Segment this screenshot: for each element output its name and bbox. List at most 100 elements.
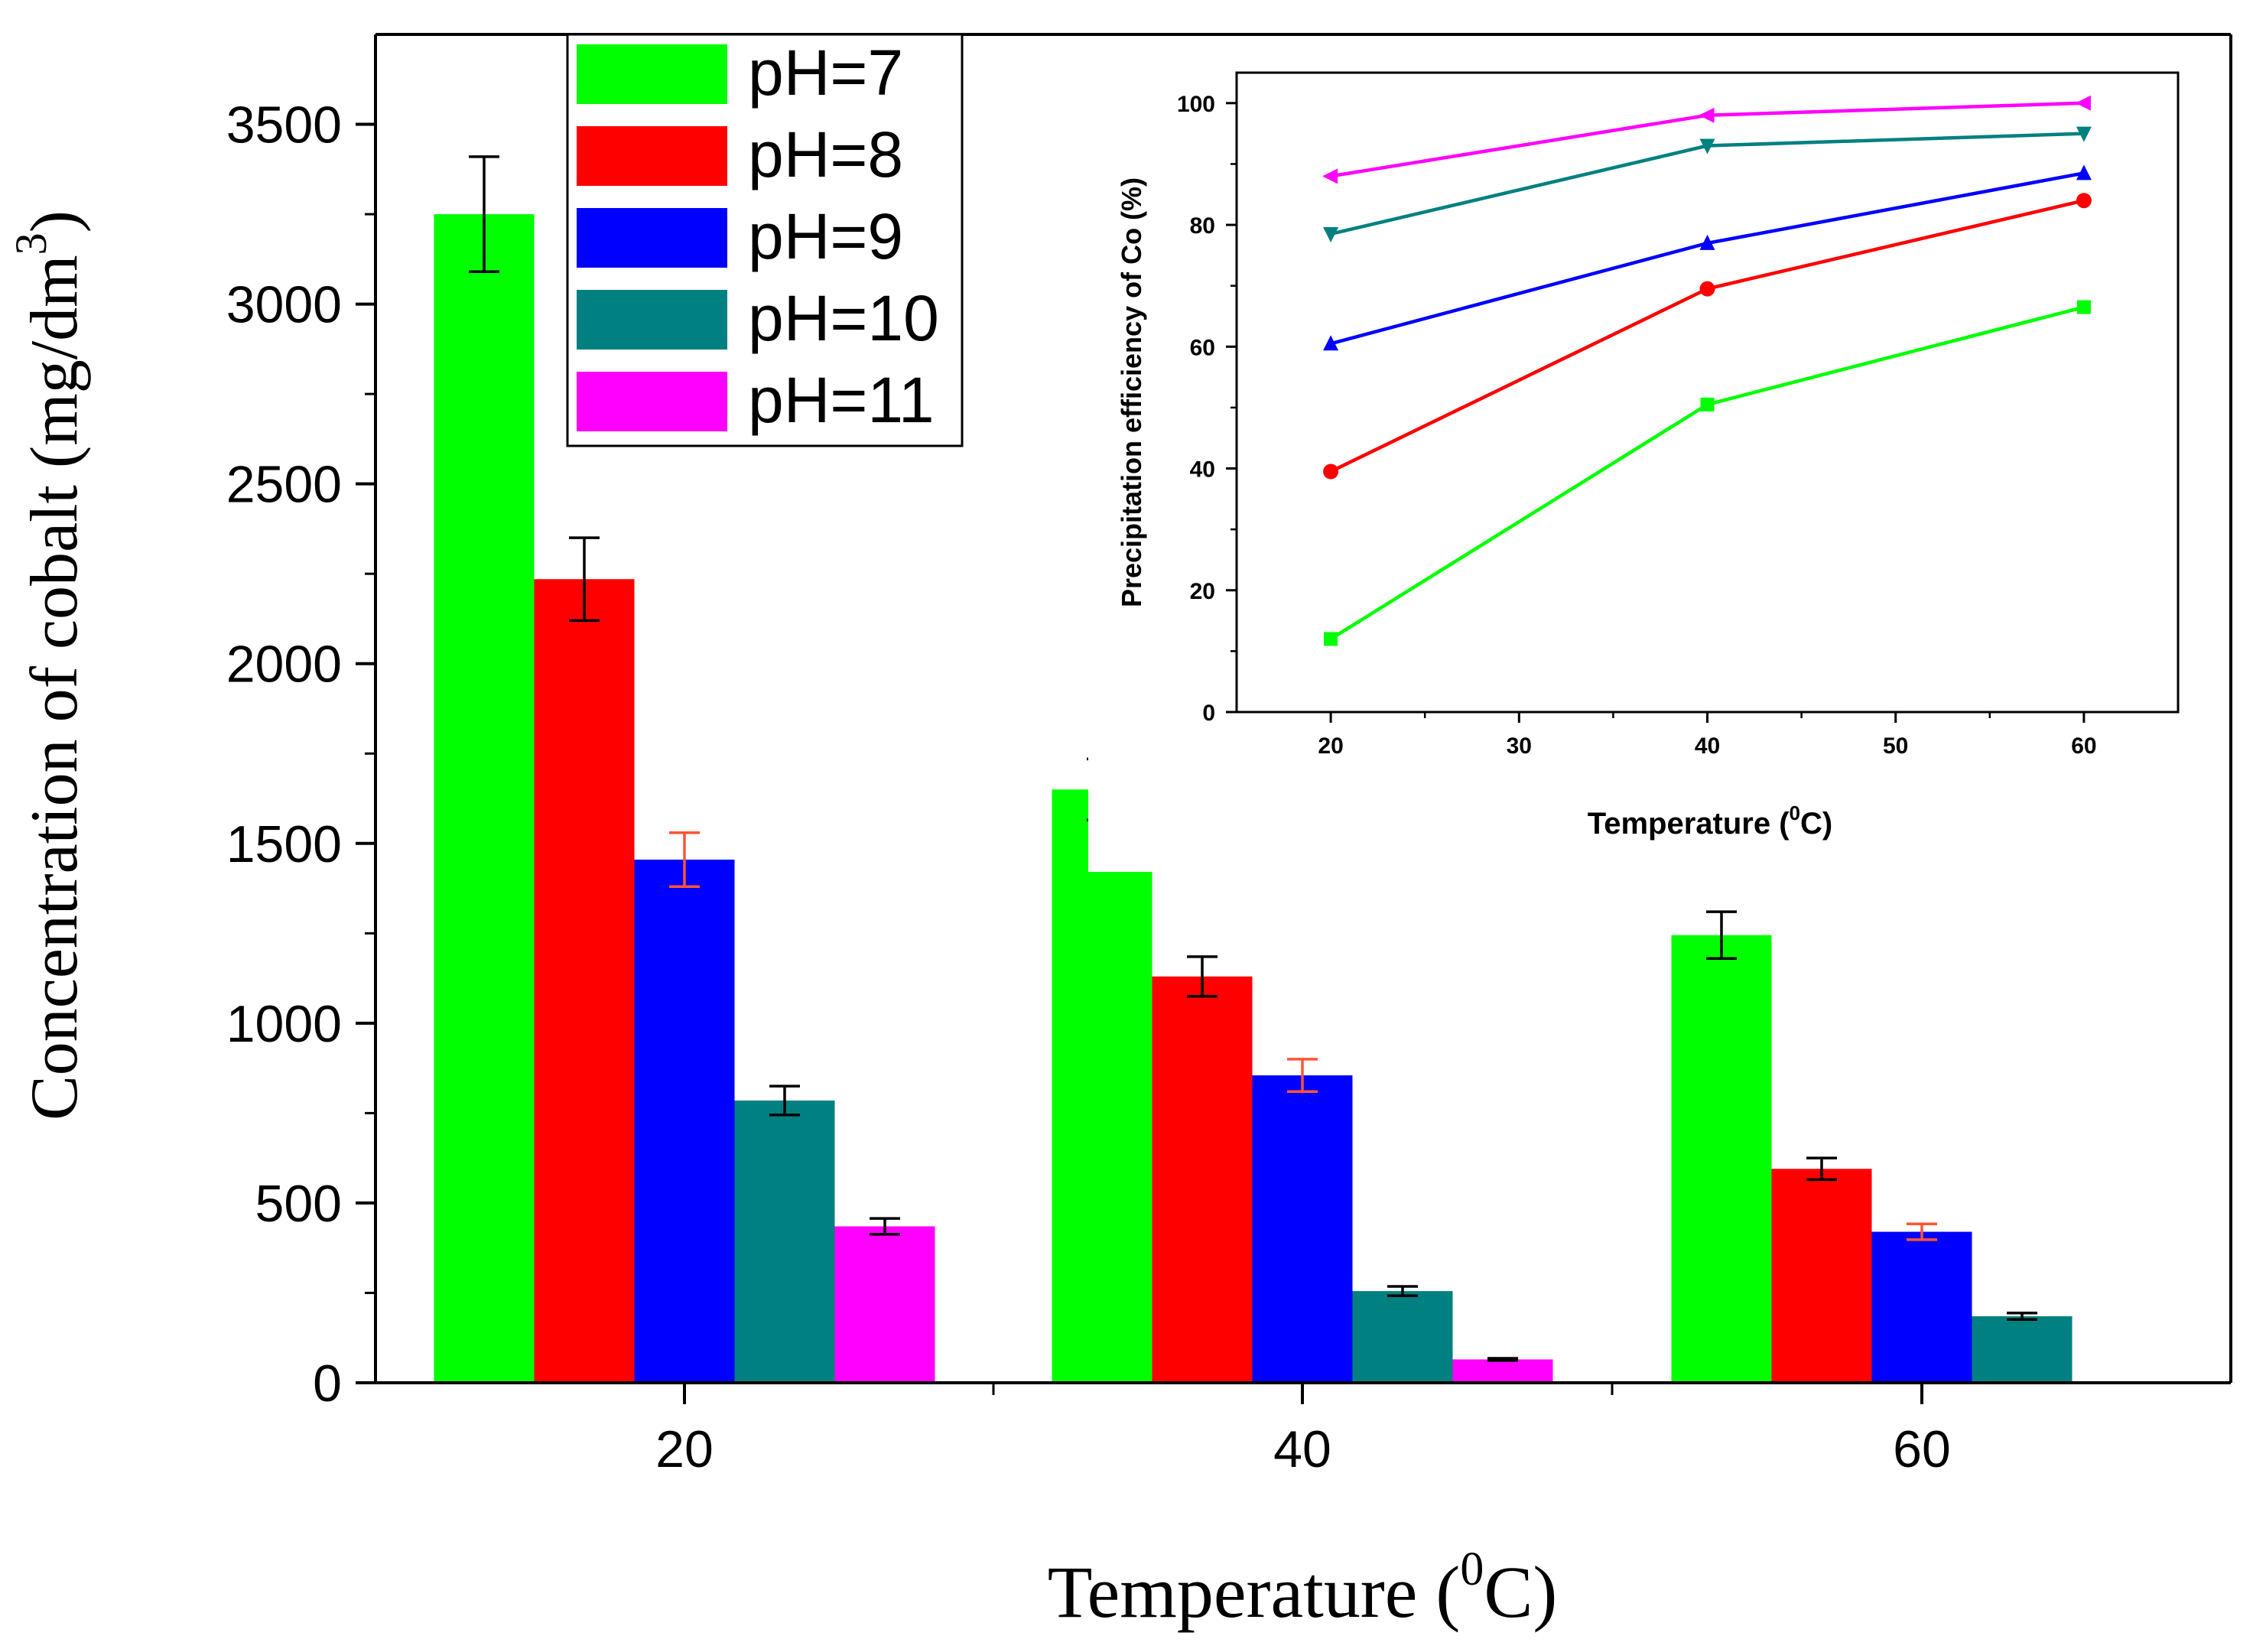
bar-ph10-20 xyxy=(734,1100,835,1383)
legend-label: pH=10 xyxy=(748,282,939,354)
bar-ph7-20 xyxy=(434,214,535,1384)
x-tick-label: 40 xyxy=(1273,1420,1331,1478)
main-x-axis-label: Temperature (0C) xyxy=(1048,1543,1558,1633)
error-bar xyxy=(1387,1285,1418,1297)
inset-x-label-text: Temperature ( xyxy=(1588,807,1790,841)
error-bar xyxy=(1806,1156,1837,1182)
inset-x-ticks: 20 30 40 50 60 xyxy=(1318,712,2097,759)
inset-y-axis-label: Precipitation efficiency of Co (%) xyxy=(1116,177,1147,607)
legend: pH=7 pH=8 pH=9 pH=10 pH=11 xyxy=(566,33,964,447)
legend-label: pH=7 xyxy=(748,37,903,109)
inset-y-tick-label: 80 xyxy=(1190,213,1215,239)
inset-point xyxy=(2076,126,2092,142)
error-bar xyxy=(569,536,600,623)
y-tick-label: 2500 xyxy=(226,456,342,514)
inset-point xyxy=(1322,168,1338,184)
main-y-axis-label: Concentration of cobalt (mg/dm3) xyxy=(6,210,92,1120)
legend-swatch xyxy=(577,44,727,104)
inset-x-axis-label: Temperature (0C) xyxy=(1588,802,1832,841)
inset-x-label-sup: 0 xyxy=(1790,802,1800,824)
main-bars xyxy=(434,214,2073,1384)
legend-items: pH=7 pH=8 pH=9 pH=10 pH=11 xyxy=(577,37,939,436)
inset-point xyxy=(2076,300,2091,314)
legend-swatch xyxy=(577,290,727,350)
inset-x-tick-label: 20 xyxy=(1318,733,1343,759)
bar-ph8-40 xyxy=(1152,976,1253,1383)
error-bar xyxy=(1487,1357,1518,1362)
inset-line-chart: 0 20 40 60 80 100 20 30 40 50 60 Precipitation ef… xyxy=(1088,71,2180,872)
x-tick-label: 20 xyxy=(655,1420,714,1478)
bar-ph11-20 xyxy=(834,1226,935,1383)
error-bar xyxy=(769,1085,800,1117)
inset-point xyxy=(1323,226,1339,242)
y-tick-label: 3000 xyxy=(226,276,342,334)
bar-ph10-60 xyxy=(1972,1316,2073,1383)
inset-y-tick-label: 100 xyxy=(1177,92,1215,117)
inset-series-markers xyxy=(1322,95,2092,646)
inset-point xyxy=(1699,138,1715,154)
legend-label: pH=8 xyxy=(748,119,903,190)
inset-point xyxy=(1323,335,1339,351)
bar-ph7-60 xyxy=(1671,935,1772,1383)
legend-swatch xyxy=(577,208,727,268)
inset-y-ticks: 0 20 40 60 80 100 xyxy=(1177,92,1237,726)
x-tick-label: 60 xyxy=(1893,1420,1951,1478)
inset-point xyxy=(2076,164,2092,180)
main-y-label-text: Concentration of cobalt (mg/dm xyxy=(18,255,92,1120)
main-y-label-sup: 3 xyxy=(6,233,56,255)
y-tick-label: 1500 xyxy=(226,815,342,873)
inset-x-tick-label: 30 xyxy=(1507,733,1532,759)
inset-point xyxy=(1699,281,1715,297)
inset-point xyxy=(1324,632,1338,646)
main-x-label-text: Temperature ( xyxy=(1048,1551,1461,1633)
inset-point xyxy=(2076,193,2092,209)
inset-x-tick-label: 40 xyxy=(1695,733,1720,759)
error-bar xyxy=(669,831,700,888)
y-tick-label: 1000 xyxy=(226,995,342,1053)
bar-ph8-60 xyxy=(1771,1169,1872,1383)
inset-point xyxy=(1699,234,1715,250)
error-bar xyxy=(1187,955,1218,998)
bar-ph9-20 xyxy=(634,859,735,1383)
error-bar xyxy=(1287,1058,1318,1093)
error-bar xyxy=(2007,1312,2037,1322)
main-x-label-sup: 0 xyxy=(1460,1543,1484,1595)
inset-x-label-unit: C) xyxy=(1800,807,1832,841)
y-tick-label: 0 xyxy=(313,1354,342,1413)
bar-ph8-20 xyxy=(534,579,635,1384)
error-bar xyxy=(1907,1222,1937,1241)
legend-swatch xyxy=(577,372,727,431)
inset-y-tick-label: 40 xyxy=(1190,457,1215,483)
inset-point xyxy=(1700,397,1715,411)
inset-y-tick-label: 60 xyxy=(1190,335,1215,360)
inset-y-tick-label: 0 xyxy=(1202,701,1215,726)
legend-label: pH=11 xyxy=(748,364,935,436)
error-bar xyxy=(870,1217,900,1236)
main-x-ticks: 20 40 60 xyxy=(655,1383,1951,1478)
inset-y-tick-label: 20 xyxy=(1190,579,1215,604)
error-bar xyxy=(469,155,499,274)
legend-label: pH=9 xyxy=(748,200,903,272)
bar-ph9-40 xyxy=(1252,1075,1353,1383)
inset-x-tick-label: 60 xyxy=(2071,733,2096,759)
inset-point xyxy=(1699,107,1715,123)
bar-ph10-40 xyxy=(1352,1291,1453,1383)
legend-swatch xyxy=(577,126,727,186)
y-tick-label: 3500 xyxy=(226,96,342,154)
bar-ph11-40 xyxy=(1452,1359,1553,1383)
main-x-label-unit: C) xyxy=(1484,1551,1557,1633)
bar-ph9-60 xyxy=(1871,1231,1972,1383)
main-y-label-close: ) xyxy=(18,210,92,233)
error-bar xyxy=(1706,910,1737,960)
inset-background xyxy=(1088,73,2178,872)
inset-x-tick-label: 50 xyxy=(1883,733,1908,759)
y-tick-label: 500 xyxy=(255,1175,342,1233)
inset-point xyxy=(2075,95,2091,111)
main-y-ticks: 0 500 1000 1500 2000 2500 3000 3500 xyxy=(226,96,376,1413)
y-tick-label: 2000 xyxy=(226,636,342,694)
inset-point xyxy=(1323,463,1339,480)
bar-ph7-40 xyxy=(1052,789,1153,1383)
